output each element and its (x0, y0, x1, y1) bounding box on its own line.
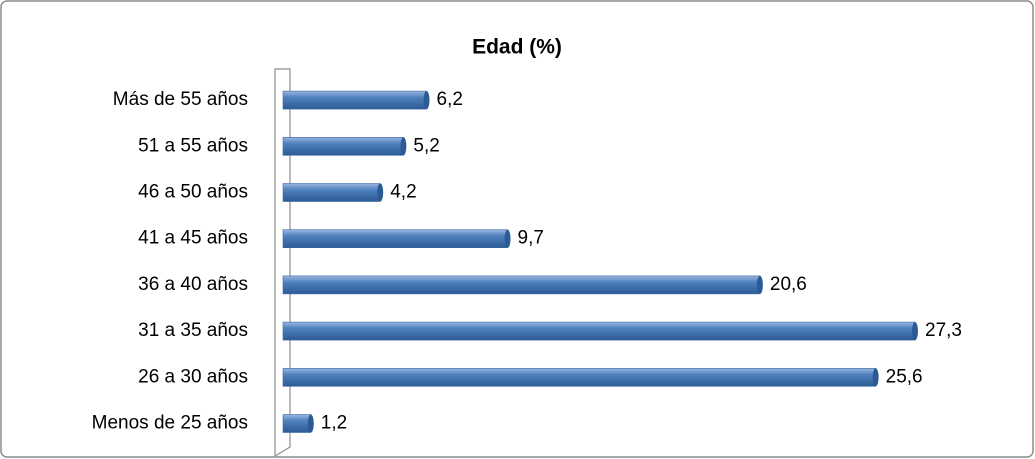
data-label: 6,2 (437, 89, 463, 110)
bar (282, 137, 404, 156)
data-label: 5,2 (413, 135, 439, 156)
bar (282, 414, 312, 433)
bar (282, 367, 876, 387)
axis-wall (274, 68, 291, 458)
data-label: 1,2 (321, 413, 347, 434)
y-tick-label: Menos de 25 años (92, 413, 248, 434)
bar-cap (756, 275, 763, 294)
data-label: 4,2 (390, 182, 416, 203)
y-tick-label: 51 a 55 años (138, 135, 248, 156)
y-tick-label: 46 a 50 años (138, 182, 248, 203)
bar (282, 275, 761, 295)
data-label: 27,3 (925, 320, 962, 341)
bar-cap (504, 229, 511, 248)
y-tick-label: 26 a 30 años (138, 366, 248, 387)
y-tick-label: Más de 55 años (113, 89, 248, 110)
bar-cap (307, 414, 314, 433)
y-tick-label: 36 a 40 años (138, 274, 248, 295)
data-label: 20,6 (770, 274, 807, 295)
chart-title: Edad (%) (472, 36, 562, 59)
bar-cap (377, 183, 384, 202)
bar (282, 229, 508, 248)
bar-cap (872, 368, 879, 387)
bar (282, 183, 381, 202)
bar-cap (423, 91, 430, 110)
bar-cap (400, 137, 407, 156)
data-label: 25,6 (886, 366, 923, 387)
y-tick-label: 41 a 45 años (138, 228, 248, 249)
data-label: 9,7 (518, 228, 544, 249)
bar-cap (912, 322, 918, 341)
bar (282, 321, 916, 341)
y-tick-label: 31 a 35 años (138, 320, 248, 341)
bar (282, 90, 427, 110)
